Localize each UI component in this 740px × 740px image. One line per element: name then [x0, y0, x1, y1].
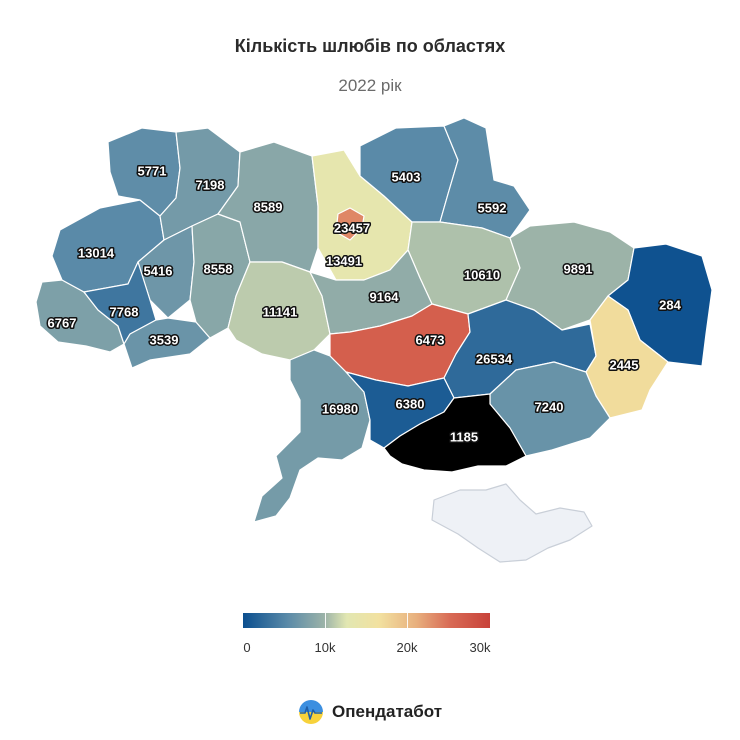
brand-logo[interactable]: Опендатабот — [298, 698, 442, 726]
legend-tick-mark — [407, 613, 408, 628]
region-sumska[interactable] — [439, 117, 531, 239]
label-sumska: 5592 — [478, 200, 507, 215]
label-rivnenska: 7198 — [196, 177, 225, 192]
legend-label-10k: 10k — [314, 640, 336, 655]
label-kharkivska: 9891 — [564, 261, 593, 276]
label-kyivska: 13491 — [326, 253, 362, 268]
label-zhytomyrska: 8589 — [254, 199, 283, 214]
label-chernivetska: 3539 — [150, 332, 179, 347]
brand-name: Опендатабот — [332, 702, 443, 721]
label-dnipropetrovska: 26534 — [476, 351, 513, 366]
label-lvivska: 13014 — [78, 245, 115, 260]
label-luhanska: 284 — [659, 297, 681, 312]
label-ivano-frankivska: 7768 — [110, 304, 139, 319]
label-khmelnytska: 8558 — [204, 261, 233, 276]
region-crimea[interactable] — [431, 483, 593, 563]
opendatabot-logo-icon — [299, 700, 323, 724]
legend-label-0: 0 — [243, 640, 251, 655]
label-zaporizka: 7240 — [535, 399, 564, 414]
label-mykolaivska: 6380 — [396, 396, 425, 411]
label-zakarpatska: 6767 — [48, 315, 77, 330]
region-luhanska[interactable] — [607, 243, 713, 367]
label-donetska: 2445 — [610, 357, 639, 372]
chart-title: Кількість шлюбів по областях — [234, 36, 506, 56]
label-cherkaska: 9164 — [370, 289, 400, 304]
region-khersonska[interactable] — [383, 393, 527, 473]
legend-label-20k: 20k — [396, 640, 418, 655]
label-ternopilska: 5416 — [144, 263, 173, 278]
chart-subtitle: 2022 рік — [338, 76, 402, 95]
legend-label-30k: 30k — [469, 640, 491, 655]
label-poltavska: 10610 — [464, 267, 500, 282]
label-khersonska: 1185 — [450, 429, 478, 444]
label-kirovohradska: 6473 — [416, 332, 445, 347]
label-kyiv-city: 23457 — [334, 220, 370, 235]
region-donetska[interactable] — [585, 295, 669, 419]
label-odeska: 16980 — [322, 401, 358, 416]
label-volynska: 5771 — [138, 163, 167, 178]
region-kyiv-city[interactable] — [335, 207, 365, 241]
legend-tick-mark — [325, 613, 326, 628]
color-scale-bar — [243, 613, 490, 628]
label-vinnytska: 11141 — [263, 304, 298, 319]
label-chernihivska: 5403 — [392, 169, 421, 184]
